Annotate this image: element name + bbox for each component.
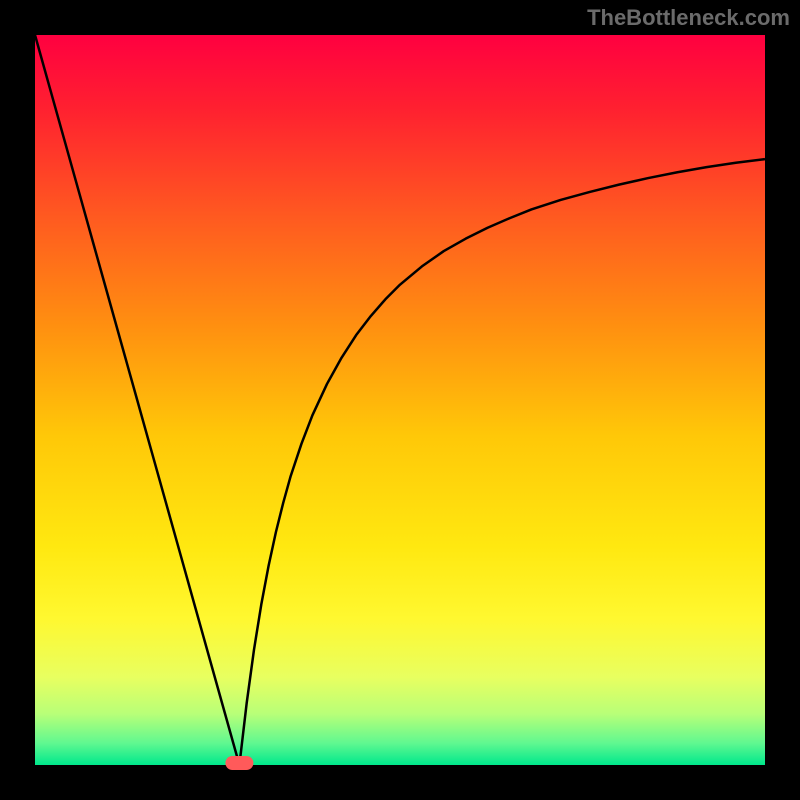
bottleneck-chart: TheBottleneck.com [0,0,800,800]
watermark-text: TheBottleneck.com [587,5,790,31]
chart-plot [0,0,800,800]
min-marker [225,756,253,770]
